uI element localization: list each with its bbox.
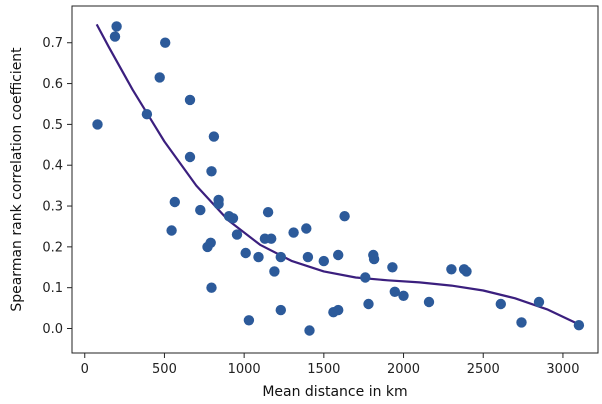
data-point: [304, 325, 315, 336]
data-point: [213, 198, 224, 210]
data-point: [208, 131, 220, 142]
data-point: [262, 207, 274, 218]
y-axis-ticks: 0.0 0.1 0.2 0.3 0.4 0.5 0.6 0.7: [42, 36, 72, 337]
data-point: [275, 304, 286, 316]
data-point: [195, 204, 206, 216]
data-point: [368, 253, 380, 265]
x-tick-label: 1500: [307, 362, 340, 377]
data-point: [111, 21, 122, 32]
data-point: [269, 266, 280, 277]
x-tick-label: 1000: [228, 362, 261, 377]
x-tick-label: 500: [152, 362, 177, 377]
y-tick-label: 0.4: [42, 159, 63, 174]
x-axis-label: Mean distance in km: [262, 384, 407, 400]
data-point: [318, 255, 329, 267]
y-tick-label: 0.5: [42, 118, 63, 133]
data-point: [184, 151, 196, 163]
data-point: [389, 286, 400, 297]
data-point: [573, 320, 585, 331]
x-tick-label: 2500: [467, 362, 500, 377]
x-axis-ticks: 0 500 1000 1500 2000 2500 3000: [81, 353, 579, 377]
data-point: [160, 37, 171, 48]
data-point: [339, 211, 350, 222]
y-tick-label: 0.2: [42, 240, 63, 255]
data-point: [333, 304, 344, 316]
data-point: [533, 296, 545, 308]
data-point: [206, 166, 217, 177]
data-point: [495, 298, 506, 310]
fit-curve: [95, 23, 580, 326]
y-tick-label: 0.6: [42, 77, 63, 92]
data-point: [231, 229, 243, 240]
x-tick-label: 2000: [387, 362, 420, 377]
y-tick-label: 0.1: [42, 281, 63, 296]
data-point: [154, 72, 165, 83]
fit-line-group: [95, 23, 580, 326]
data-point: [206, 282, 217, 293]
data-point: [109, 31, 121, 42]
data-point: [184, 94, 196, 106]
data-point: [516, 317, 527, 328]
data-point: [266, 233, 277, 244]
data-point: [169, 196, 180, 208]
data-point: [275, 251, 286, 263]
data-point: [423, 296, 435, 308]
data-point: [166, 225, 177, 236]
data-point: [205, 237, 216, 248]
y-axis-label: Spearman rank correlation coefficient: [9, 47, 25, 312]
data-point: [461, 266, 472, 277]
data-point: [360, 272, 371, 283]
data-point: [141, 109, 153, 120]
data-point: [301, 223, 312, 234]
x-tick-label: 0: [81, 362, 89, 377]
data-point: [92, 119, 103, 130]
data-point: [302, 251, 314, 263]
y-tick-label: 0.0: [42, 322, 63, 337]
data-point: [446, 264, 457, 275]
data-point: [240, 247, 251, 259]
axes-frame: [71, 5, 599, 354]
data-point: [398, 290, 409, 301]
data-point: [288, 227, 299, 238]
data-point: [227, 213, 239, 224]
data-point: [387, 262, 398, 273]
y-tick-label: 0.3: [42, 200, 63, 215]
data-point: [253, 251, 264, 263]
scatter-points: [92, 21, 585, 336]
data-point: [243, 315, 255, 326]
y-tick-label: 0.7: [42, 36, 63, 51]
data-point: [363, 298, 374, 310]
data-point: [333, 249, 344, 261]
x-tick-label: 3000: [546, 362, 579, 377]
